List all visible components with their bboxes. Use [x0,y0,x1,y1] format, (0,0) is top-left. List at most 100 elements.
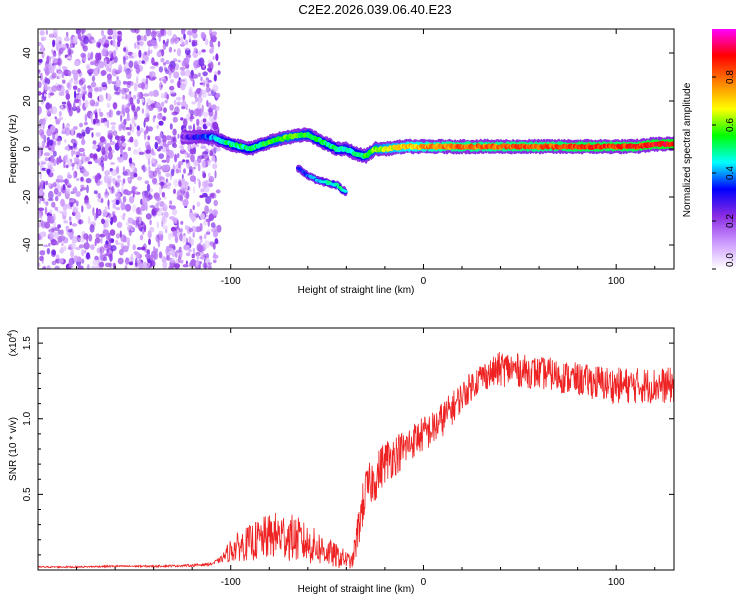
noise-blob [99,246,105,254]
noise-blob [183,233,186,237]
noise-blob [73,98,80,104]
noise-blob [215,53,219,61]
noise-blob [173,58,178,62]
noise-blob [47,182,52,187]
noise-blob [119,146,124,155]
noise-blob [185,244,191,251]
noise-blob [212,163,218,170]
noise-blob [90,113,93,122]
noise-blob [148,238,151,246]
noise-blob [100,198,104,203]
noise-blob [60,104,63,109]
noise-blob [135,67,141,74]
noise-blob [189,166,193,174]
noise-blob [63,155,68,164]
noise-blob [181,186,185,196]
spectrogram-panel: -100 0 100 -40 -20 0 20 40 Height of straight l… [8,28,675,296]
noise-blob [110,162,115,165]
noise-blob [210,32,213,41]
noise-blob [105,218,112,223]
noise-blob [199,155,202,161]
noise-blob [133,139,139,148]
noise-blob [69,199,74,203]
noise-blob [196,254,200,261]
noise-blob [179,181,182,187]
snr-ytick-label: 0.5 [22,487,33,501]
noise-blob [113,55,118,64]
noise-blob [172,208,178,216]
noise-blob [82,168,87,172]
noise-blob [94,111,98,120]
noise-blob [214,105,220,112]
noise-blob [212,36,216,43]
noise-blob [52,58,59,64]
noise-blob [158,66,164,73]
noise-blob [158,251,163,259]
noise-blob [41,161,47,165]
noise-blob [144,190,151,199]
noise-blob [140,205,146,212]
noise-blob [202,118,207,123]
noise-blob [40,44,45,53]
noise-blob [124,203,132,212]
noise-blob [92,259,98,266]
noise-blob [172,230,177,237]
noise-blob [208,183,213,188]
noise-blob [145,128,148,135]
colorbar-ticks: 0.0 0.2 0.4 0.6 0.8 [712,70,736,270]
noise-blob [216,147,221,152]
noise-blob [93,190,98,195]
noise-blob [50,125,56,133]
noise-blob [70,249,75,258]
noise-blob [193,212,198,217]
noise-blob [38,58,43,63]
noise-blob [45,180,48,186]
noise-blob [170,37,175,45]
noise-blob [106,102,111,108]
noise-blob [88,72,92,77]
noise-blob [205,195,212,205]
noise-blob [192,248,195,253]
noise-blob [151,57,155,65]
noise-blob [169,104,174,111]
noise-blob [101,48,107,57]
noise-blob [169,216,176,220]
noise-blob [201,160,206,169]
noise-blob [125,127,131,130]
noise-blob [38,207,45,212]
noise-blob [73,60,80,66]
noise-blob [44,82,49,91]
noise-blob [214,238,219,245]
noise-blob [72,206,79,214]
noise-blob [54,195,59,202]
noise-blob [129,136,134,143]
noise-blob [115,199,120,205]
noise-blob [123,56,126,65]
noise-blob [162,39,165,45]
noise-blob [141,82,145,90]
noise-blob [45,102,51,110]
noise-blob [109,57,113,62]
noise-blob [92,207,95,216]
noise-blob [91,39,96,44]
noise-blob [147,230,152,239]
noise-blob [207,149,211,154]
spectrogram-ytick-label: -20 [22,189,33,204]
noise-blob [75,200,79,207]
noise-blob [125,257,130,265]
colorbar-tick-label: 0.0 [725,253,736,267]
noise-blob [188,91,196,98]
noise-blob [132,204,137,213]
noise-blob [217,70,221,75]
noise-blob [94,108,98,113]
noise-blob [132,109,139,114]
noise-blob [63,104,66,109]
noise-blob [158,120,164,126]
branch-trace-mark [335,183,340,187]
noise-blob [139,210,142,216]
noise-blob [81,249,85,257]
noise-blob [106,112,110,115]
noise-blob [147,196,151,202]
noise-blob [140,35,144,41]
noise-blob [116,110,121,116]
